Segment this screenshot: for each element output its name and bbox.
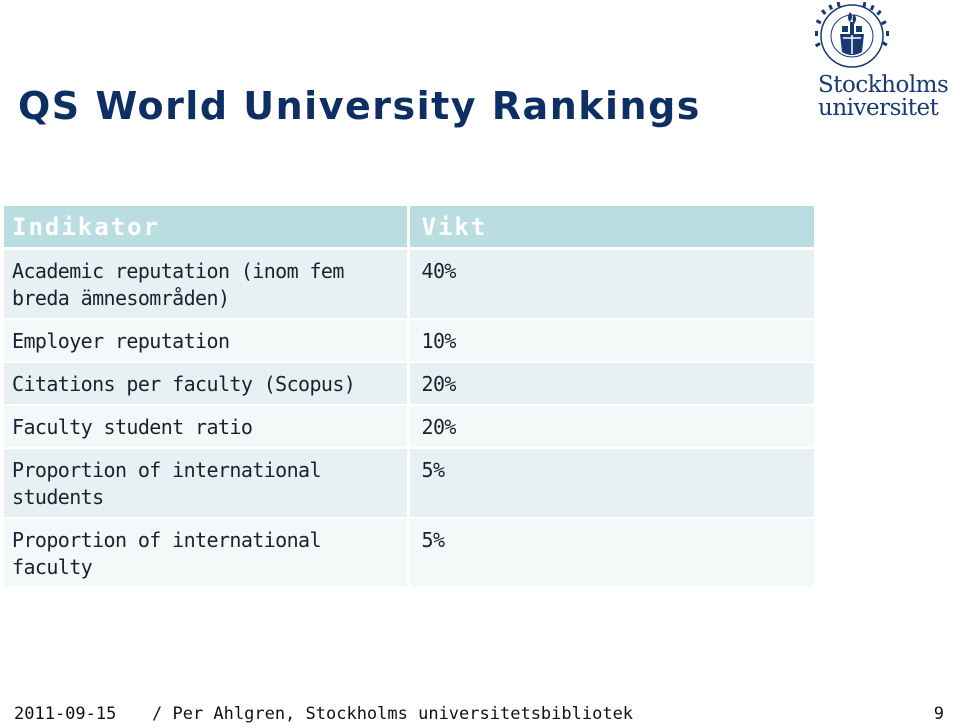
page-number: 9 xyxy=(933,704,944,724)
weight-cell: 40% xyxy=(408,248,814,320)
table-header-row: Indikator Vikt xyxy=(4,206,814,250)
header-weight: Vikt xyxy=(408,206,814,250)
logo-wordmark-line2: universitet xyxy=(818,95,939,121)
footer-date: 2011-09-15 xyxy=(14,704,117,724)
indicator-table: Indikator Vikt Academic reputation (inom… xyxy=(4,206,814,589)
table-row: Faculty student ratio 20% xyxy=(4,405,814,449)
indicator-cell: Proportion of international students xyxy=(4,448,410,519)
weight-cell: 20% xyxy=(408,362,814,406)
weight-cell: 5% xyxy=(408,448,814,519)
header-indicator: Indikator xyxy=(4,206,410,250)
indicator-cell: Proportion of international faculty xyxy=(4,518,410,589)
table-row: Employer reputation 10% xyxy=(4,319,814,363)
table-row: Citations per faculty (Scopus) 20% xyxy=(4,362,814,406)
university-logo: Stockholms universitet xyxy=(812,2,960,121)
indicator-cell: Citations per faculty (Scopus) xyxy=(4,362,410,406)
footer-author: / Per Ahlgren, Stockholms universitetsbi… xyxy=(152,704,634,724)
logo-wordmark-line1: Stockholms xyxy=(818,72,949,98)
table-row: Academic reputation (inom fem breda ämne… xyxy=(4,248,814,320)
university-seal-icon xyxy=(814,2,889,68)
slide-title: QS World University Rankings xyxy=(18,84,701,128)
indicator-cell: Academic reputation (inom fem breda ämne… xyxy=(4,248,410,320)
indicator-cell: Faculty student ratio xyxy=(4,405,410,449)
slide-footer: 2011-09-15 / Per Ahlgren, Stockholms uni… xyxy=(14,704,944,726)
weight-cell: 10% xyxy=(408,319,814,363)
weight-cell: 20% xyxy=(408,405,814,449)
indicator-cell: Employer reputation xyxy=(4,319,410,363)
table-row: Proportion of international students 5% xyxy=(4,448,814,519)
weight-cell: 5% xyxy=(408,518,814,589)
table-row: Proportion of international faculty 5% xyxy=(4,518,814,589)
